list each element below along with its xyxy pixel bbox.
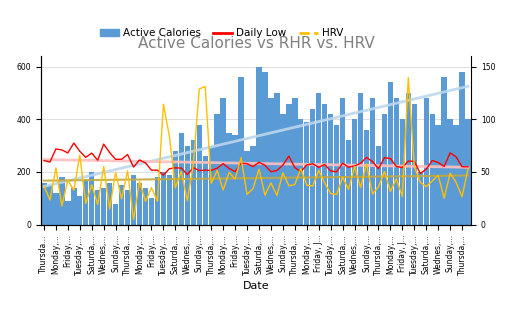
Bar (89, 172, 94, 225)
Bar (203, 156, 208, 225)
Bar (322, 104, 327, 225)
Bar (185, 146, 190, 225)
Bar (364, 130, 369, 225)
Bar (328, 114, 333, 225)
Bar (436, 124, 441, 225)
Title: Active Calories vs RHR vs. HRV: Active Calories vs RHR vs. HRV (138, 36, 374, 51)
X-axis label: Date: Date (243, 281, 269, 291)
Bar (155, 177, 160, 225)
Bar (65, 201, 71, 225)
Bar (388, 82, 393, 225)
Bar (161, 172, 166, 225)
Bar (340, 98, 345, 225)
Bar (310, 109, 315, 225)
Bar (41, 183, 47, 225)
Bar (465, 119, 471, 225)
Bar (197, 124, 202, 225)
Bar (125, 190, 130, 225)
Bar (352, 119, 357, 225)
Bar (83, 180, 89, 225)
Bar (119, 185, 124, 225)
Bar (101, 188, 106, 225)
Bar (232, 135, 238, 225)
Bar (239, 77, 244, 225)
Bar (208, 146, 214, 225)
Bar (304, 122, 309, 225)
Bar (459, 72, 465, 225)
Bar (346, 140, 351, 225)
Bar (382, 114, 387, 225)
Bar (95, 190, 100, 225)
Bar (244, 151, 250, 225)
Legend: Active Calories, Daily Low, HRV: Active Calories, Daily Low, HRV (96, 24, 348, 43)
Bar (143, 188, 148, 225)
Bar (406, 93, 411, 225)
Bar (292, 98, 297, 225)
Bar (137, 183, 142, 225)
Bar (257, 67, 262, 225)
Bar (394, 98, 399, 225)
Bar (418, 172, 423, 225)
Bar (412, 104, 417, 225)
Bar (447, 119, 453, 225)
Bar (190, 140, 196, 225)
Bar (173, 151, 178, 225)
Bar (215, 114, 220, 225)
Bar (131, 175, 136, 225)
Bar (53, 193, 58, 225)
Bar (71, 188, 76, 225)
Bar (107, 183, 112, 225)
Bar (370, 98, 375, 225)
Bar (221, 98, 226, 225)
Bar (454, 124, 459, 225)
Bar (441, 77, 447, 225)
Bar (274, 93, 280, 225)
Bar (430, 114, 435, 225)
Bar (268, 98, 273, 225)
Bar (59, 177, 65, 225)
Bar (262, 72, 268, 225)
Bar (250, 146, 255, 225)
Bar (358, 93, 363, 225)
Bar (280, 114, 286, 225)
Bar (47, 185, 53, 225)
Bar (179, 133, 184, 225)
Bar (423, 98, 429, 225)
Bar (316, 93, 322, 225)
Bar (400, 119, 405, 225)
Bar (376, 146, 381, 225)
Bar (334, 124, 339, 225)
Bar (167, 175, 172, 225)
Bar (149, 198, 154, 225)
Bar (113, 203, 118, 225)
Bar (286, 104, 291, 225)
Bar (226, 133, 232, 225)
Bar (298, 119, 304, 225)
Bar (77, 196, 82, 225)
